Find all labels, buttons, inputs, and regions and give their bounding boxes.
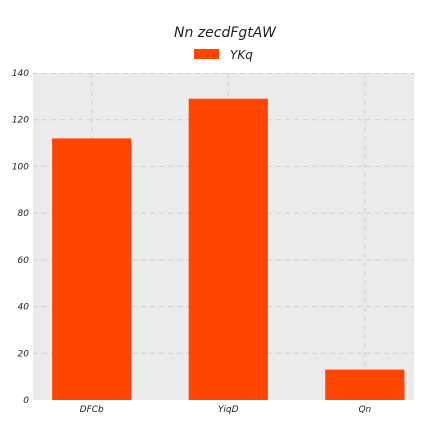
y-tick-label: 80: [18, 209, 30, 219]
legend-swatch: [194, 49, 219, 59]
y-axis-ticks: 0 20 40 60 80 100 120 140: [12, 69, 29, 406]
legend-label: YKq: [230, 48, 253, 62]
bar-dfcb: [52, 138, 132, 400]
bar-qn: [325, 369, 405, 400]
bars: [52, 98, 405, 400]
y-tick-label: 0: [23, 396, 29, 406]
y-tick-label: 40: [18, 303, 30, 313]
y-tick-label: 100: [12, 162, 29, 172]
chart-title: Nn zecdFgtAW: [174, 25, 277, 41]
bar-yiqd: [188, 98, 268, 400]
x-axis-ticks: DFCb YiqD Qn: [80, 405, 372, 415]
y-tick-label: 60: [18, 256, 30, 266]
x-tick-label: DFCb: [80, 405, 104, 415]
y-tick-label: 120: [12, 116, 29, 126]
legend: YKq: [194, 48, 253, 62]
y-tick-label: 140: [12, 69, 29, 79]
x-tick-label: YiqD: [218, 405, 239, 415]
y-tick-label: 20: [18, 349, 30, 359]
x-tick-label: Qn: [358, 405, 371, 415]
